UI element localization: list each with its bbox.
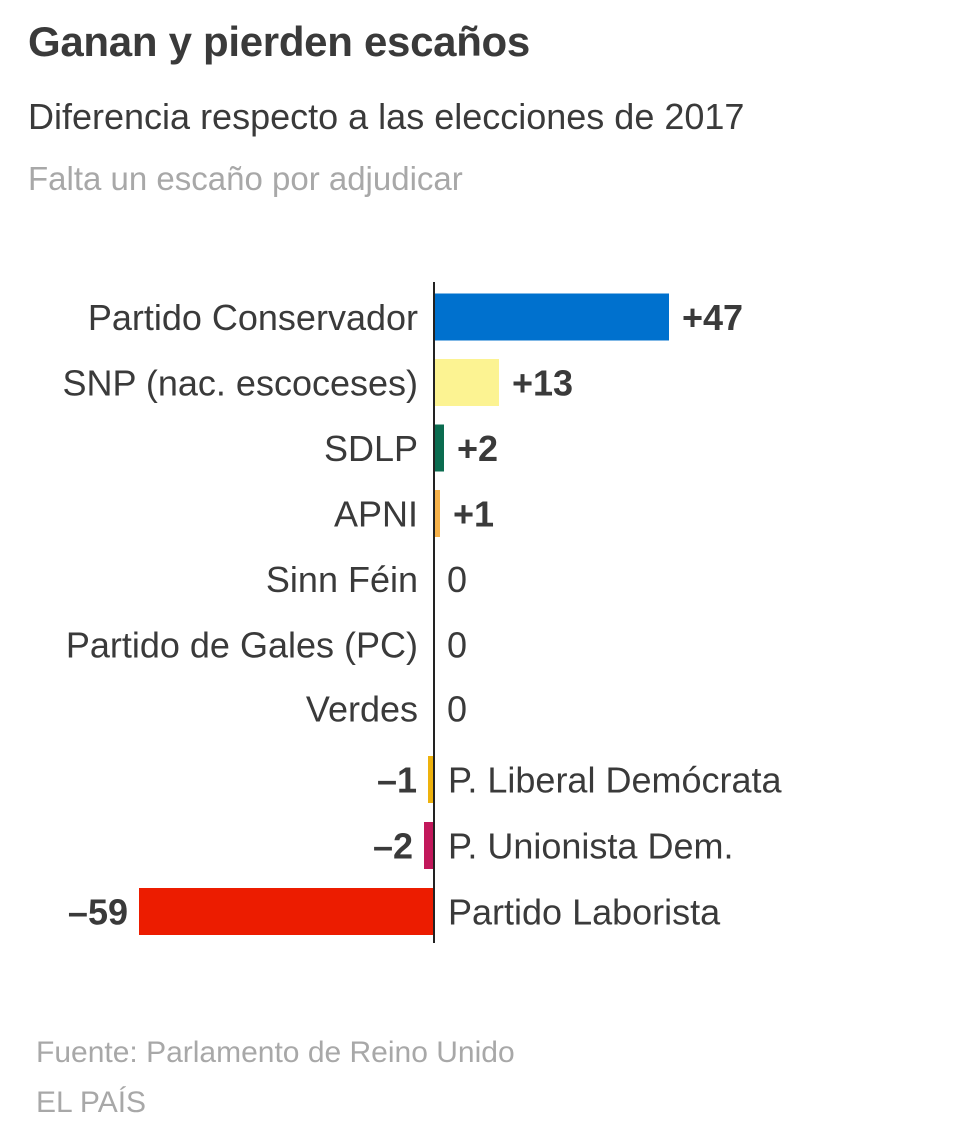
value-label: 0 [447,559,467,600]
bar-7 [428,756,434,803]
value-label: –1 [377,760,417,801]
bar-1 [434,359,499,406]
chart-note: Falta un escaño por adjudicar [28,160,463,197]
value-label: 0 [447,625,467,666]
category-label: Verdes [306,689,418,730]
category-label: APNI [334,494,418,535]
bar-2 [434,424,444,472]
bar-9 [139,888,434,935]
value-label: 0 [447,689,467,730]
value-label: +47 [682,297,743,338]
brand-label: EL PAÍS [36,1086,147,1119]
category-label: Partido Conservador [88,297,418,338]
bar-0 [434,293,669,341]
category-label: P. Liberal Demócrata [448,760,782,801]
category-label: SNP (nac. escoceses) [63,363,418,404]
chart-subtitle: Diferencia respecto a las elecciones de … [28,96,745,137]
category-label: Partido Laborista [448,892,721,933]
value-label: +13 [512,363,573,404]
bar-3 [434,490,440,537]
value-label: +2 [457,428,498,469]
value-label: –59 [68,892,128,933]
category-label: Partido de Gales (PC) [66,625,418,666]
bar-chart: Partido Conservador +47 SNP (nac. escocese… [63,282,782,943]
category-label: P. Unionista Dem. [448,826,733,867]
bar-8 [424,822,434,869]
chart-title: Ganan y pierden escaños [28,18,530,65]
value-label: –2 [373,826,413,867]
value-label: +1 [453,494,494,535]
source-note: Fuente: Parlamento de Reino Unido [36,1036,515,1069]
category-label: SDLP [324,428,418,469]
category-label: Sinn Féin [266,559,418,600]
